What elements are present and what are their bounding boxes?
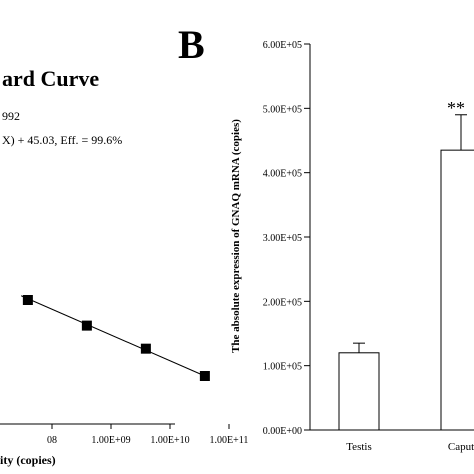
panel-a-x-tick-label: 1.00E+11 <box>210 435 249 446</box>
panel-a-data-point <box>81 320 92 331</box>
panel-b-significance-marker: ** <box>447 98 465 118</box>
panel-b-bar <box>440 149 474 431</box>
panel-b-y-tick-label: 0.00E+00 <box>263 426 302 437</box>
panel-b-category-label: Testis <box>346 441 372 453</box>
panel-b-y-axis-label: The absolute expression of GNAQ mRNA (co… <box>230 119 242 353</box>
panel-a-data-point <box>22 295 33 305</box>
panel-b-y-tick-label: 5.00E+05 <box>263 104 302 115</box>
panel-b-category-labels: Testis Caput <box>346 441 474 453</box>
panel-a-title: ard Curve <box>2 66 99 91</box>
panel-b-error-bars <box>353 114 467 353</box>
panel-a-x-tick-label: 1.00E+09 <box>91 435 130 446</box>
panel-b: B The absolute expression of GNAQ mRNA (… <box>178 22 474 453</box>
panel-b-y-tick-label: 2.00E+05 <box>263 297 302 308</box>
panel-a-data-point <box>199 371 210 381</box>
panel-b-y-tick-label: 4.00E+05 <box>263 169 302 180</box>
panel-b-bar <box>338 352 380 431</box>
panel-b-y-ticks <box>304 43 310 431</box>
panel-a-x-tick-label: 1.00E+10 <box>150 435 189 446</box>
panel-a: ard Curve 992 X) + 45.03, Eff. = 99.6% 0… <box>0 66 248 467</box>
panel-b-y-tick-labels: 0.00E+00 1.00E+05 2.00E+05 3.00E+05 4.00E+05… <box>263 40 302 437</box>
panel-a-points <box>22 295 210 381</box>
panel-b-y-tick-label: 6.00E+05 <box>263 40 302 51</box>
panel-a-r2-text: 992 <box>2 109 20 123</box>
panel-b-category-label: Caput <box>448 441 474 453</box>
panel-b-bars <box>338 149 474 431</box>
panel-b-y-tick-label: 3.00E+05 <box>263 233 302 244</box>
panel-b-letter: B <box>178 22 205 67</box>
panel-a-equation: X) + 45.03, Eff. = 99.6% <box>2 133 122 147</box>
panel-a-x-ticks <box>51 424 230 429</box>
panel-a-x-axis-label: ity (copies) <box>0 453 56 467</box>
panel-a-fit-line <box>20 295 206 377</box>
panel-a-data-point <box>140 343 151 354</box>
panel-b-y-tick-label: 1.00E+05 <box>263 362 302 373</box>
panel-a-x-tick-label: 08 <box>47 435 57 446</box>
panel-a-x-tick-labels: 08 1.00E+09 1.00E+10 1.00E+11 <box>47 435 248 446</box>
